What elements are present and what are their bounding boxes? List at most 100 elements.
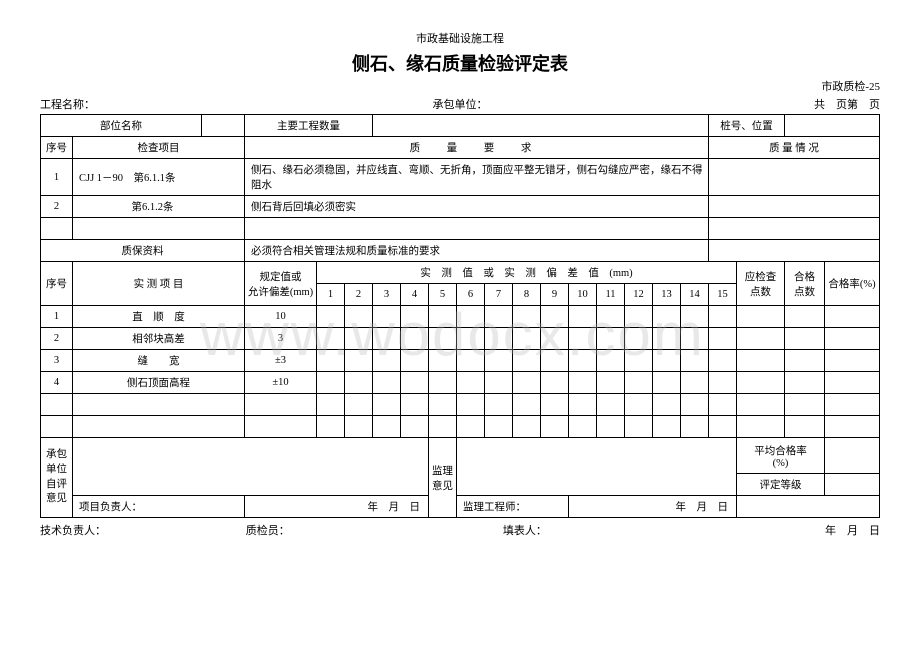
m2-check bbox=[737, 328, 785, 350]
m2-2 bbox=[345, 328, 373, 350]
m5-rate bbox=[825, 394, 880, 416]
m6-rate bbox=[825, 416, 880, 438]
contractor-opinion-label: 承包单位自评意见 bbox=[41, 438, 73, 518]
project-name-label: 工程名称： bbox=[40, 96, 320, 112]
m4-11 bbox=[597, 372, 625, 394]
m6-8 bbox=[513, 416, 541, 438]
m-seq-4: 4 bbox=[41, 372, 73, 394]
m6-7 bbox=[485, 416, 513, 438]
check-req-2: 侧石背后回填必须密实 bbox=[245, 196, 709, 218]
col-6: 6 bbox=[457, 284, 485, 306]
empty-item bbox=[73, 218, 245, 240]
quality-data-req: 必须符合相关管理法规和质量标准的要求 bbox=[245, 240, 709, 262]
check-item-1: CJJ 1－90 第6.1.1条 bbox=[73, 159, 245, 196]
m4-rate bbox=[825, 372, 880, 394]
m4-2 bbox=[345, 372, 373, 394]
empty-status bbox=[709, 218, 880, 240]
m-seq-5 bbox=[41, 394, 73, 416]
m6-5 bbox=[429, 416, 457, 438]
col-5: 5 bbox=[429, 284, 457, 306]
col-3: 3 bbox=[373, 284, 401, 306]
m4-check bbox=[737, 372, 785, 394]
m-spec-2: 3 bbox=[245, 328, 317, 350]
col-9: 9 bbox=[541, 284, 569, 306]
m4-12 bbox=[625, 372, 653, 394]
m4-6 bbox=[457, 372, 485, 394]
m3-9 bbox=[541, 350, 569, 372]
col-10: 10 bbox=[569, 284, 597, 306]
check-item-header: 检查项目 bbox=[73, 137, 245, 159]
m2-12 bbox=[625, 328, 653, 350]
grade-label: 评定等级 bbox=[737, 474, 825, 496]
m-item-5 bbox=[73, 394, 245, 416]
m-item-1: 直 顺 度 bbox=[73, 306, 245, 328]
quality-data-label: 质保资料 bbox=[41, 240, 245, 262]
col-14: 14 bbox=[681, 284, 709, 306]
m-spec-3: ±3 bbox=[245, 350, 317, 372]
m4-3 bbox=[373, 372, 401, 394]
m5-15 bbox=[709, 394, 737, 416]
m6-10 bbox=[569, 416, 597, 438]
m3-8 bbox=[513, 350, 541, 372]
check-points-header: 应检查 点数 bbox=[737, 262, 785, 306]
m2-9 bbox=[541, 328, 569, 350]
seq-header: 序号 bbox=[41, 137, 73, 159]
page-label: 共 页第 页 bbox=[600, 96, 880, 112]
m5-12 bbox=[625, 394, 653, 416]
m4-15 bbox=[709, 372, 737, 394]
quality-data-status bbox=[709, 240, 880, 262]
m5-6 bbox=[457, 394, 485, 416]
spec-header: 规定值或 允许偏差(mm) bbox=[245, 262, 317, 306]
main-qty-label: 主要工程数量 bbox=[245, 115, 373, 137]
m1-5 bbox=[429, 306, 457, 328]
m-item-2: 相邻块高差 bbox=[73, 328, 245, 350]
m1-8 bbox=[513, 306, 541, 328]
m5-3 bbox=[373, 394, 401, 416]
m1-14 bbox=[681, 306, 709, 328]
m6-12 bbox=[625, 416, 653, 438]
supervisor-eng-label: 监理工程师： bbox=[457, 496, 569, 518]
header-main-title: 侧石、缘石质量检验评定表 bbox=[40, 50, 880, 76]
m1-7 bbox=[485, 306, 513, 328]
m3-13 bbox=[653, 350, 681, 372]
m1-13 bbox=[653, 306, 681, 328]
m-seq-2: 2 bbox=[41, 328, 73, 350]
m5-check bbox=[737, 394, 785, 416]
m-item-3: 缝 宽 bbox=[73, 350, 245, 372]
m-seq-1: 1 bbox=[41, 306, 73, 328]
m6-13 bbox=[653, 416, 681, 438]
m5-13 bbox=[653, 394, 681, 416]
m1-4 bbox=[401, 306, 429, 328]
m4-7 bbox=[485, 372, 513, 394]
m-item-6 bbox=[73, 416, 245, 438]
col-15: 15 bbox=[709, 284, 737, 306]
quality-req-header: 质 量 要 求 bbox=[245, 137, 709, 159]
m2-1 bbox=[317, 328, 345, 350]
m2-6 bbox=[457, 328, 485, 350]
m2-7 bbox=[485, 328, 513, 350]
m5-1 bbox=[317, 394, 345, 416]
m-spec-5 bbox=[245, 394, 317, 416]
m3-10 bbox=[569, 350, 597, 372]
pass-points-header: 合格 点数 bbox=[785, 262, 825, 306]
check-status-2 bbox=[709, 196, 880, 218]
m3-check bbox=[737, 350, 785, 372]
m3-5 bbox=[429, 350, 457, 372]
part-name-value bbox=[202, 115, 245, 137]
m4-14 bbox=[681, 372, 709, 394]
m2-rate bbox=[825, 328, 880, 350]
m1-3 bbox=[373, 306, 401, 328]
stake-pos-value bbox=[785, 115, 880, 137]
part-name-label: 部位名称 bbox=[41, 115, 202, 137]
m4-pass bbox=[785, 372, 825, 394]
m5-4 bbox=[401, 394, 429, 416]
m3-rate bbox=[825, 350, 880, 372]
inspector-label: 质检员： bbox=[246, 522, 503, 538]
col-8: 8 bbox=[513, 284, 541, 306]
check-item-2: 第6.1.2条 bbox=[73, 196, 245, 218]
m-item-4: 侧石顶面高程 bbox=[73, 372, 245, 394]
filler-label: 填表人： bbox=[503, 522, 709, 538]
m5-9 bbox=[541, 394, 569, 416]
doc-number: 市政质检-25 bbox=[40, 78, 880, 94]
date1: 年 月 日 bbox=[245, 496, 429, 518]
